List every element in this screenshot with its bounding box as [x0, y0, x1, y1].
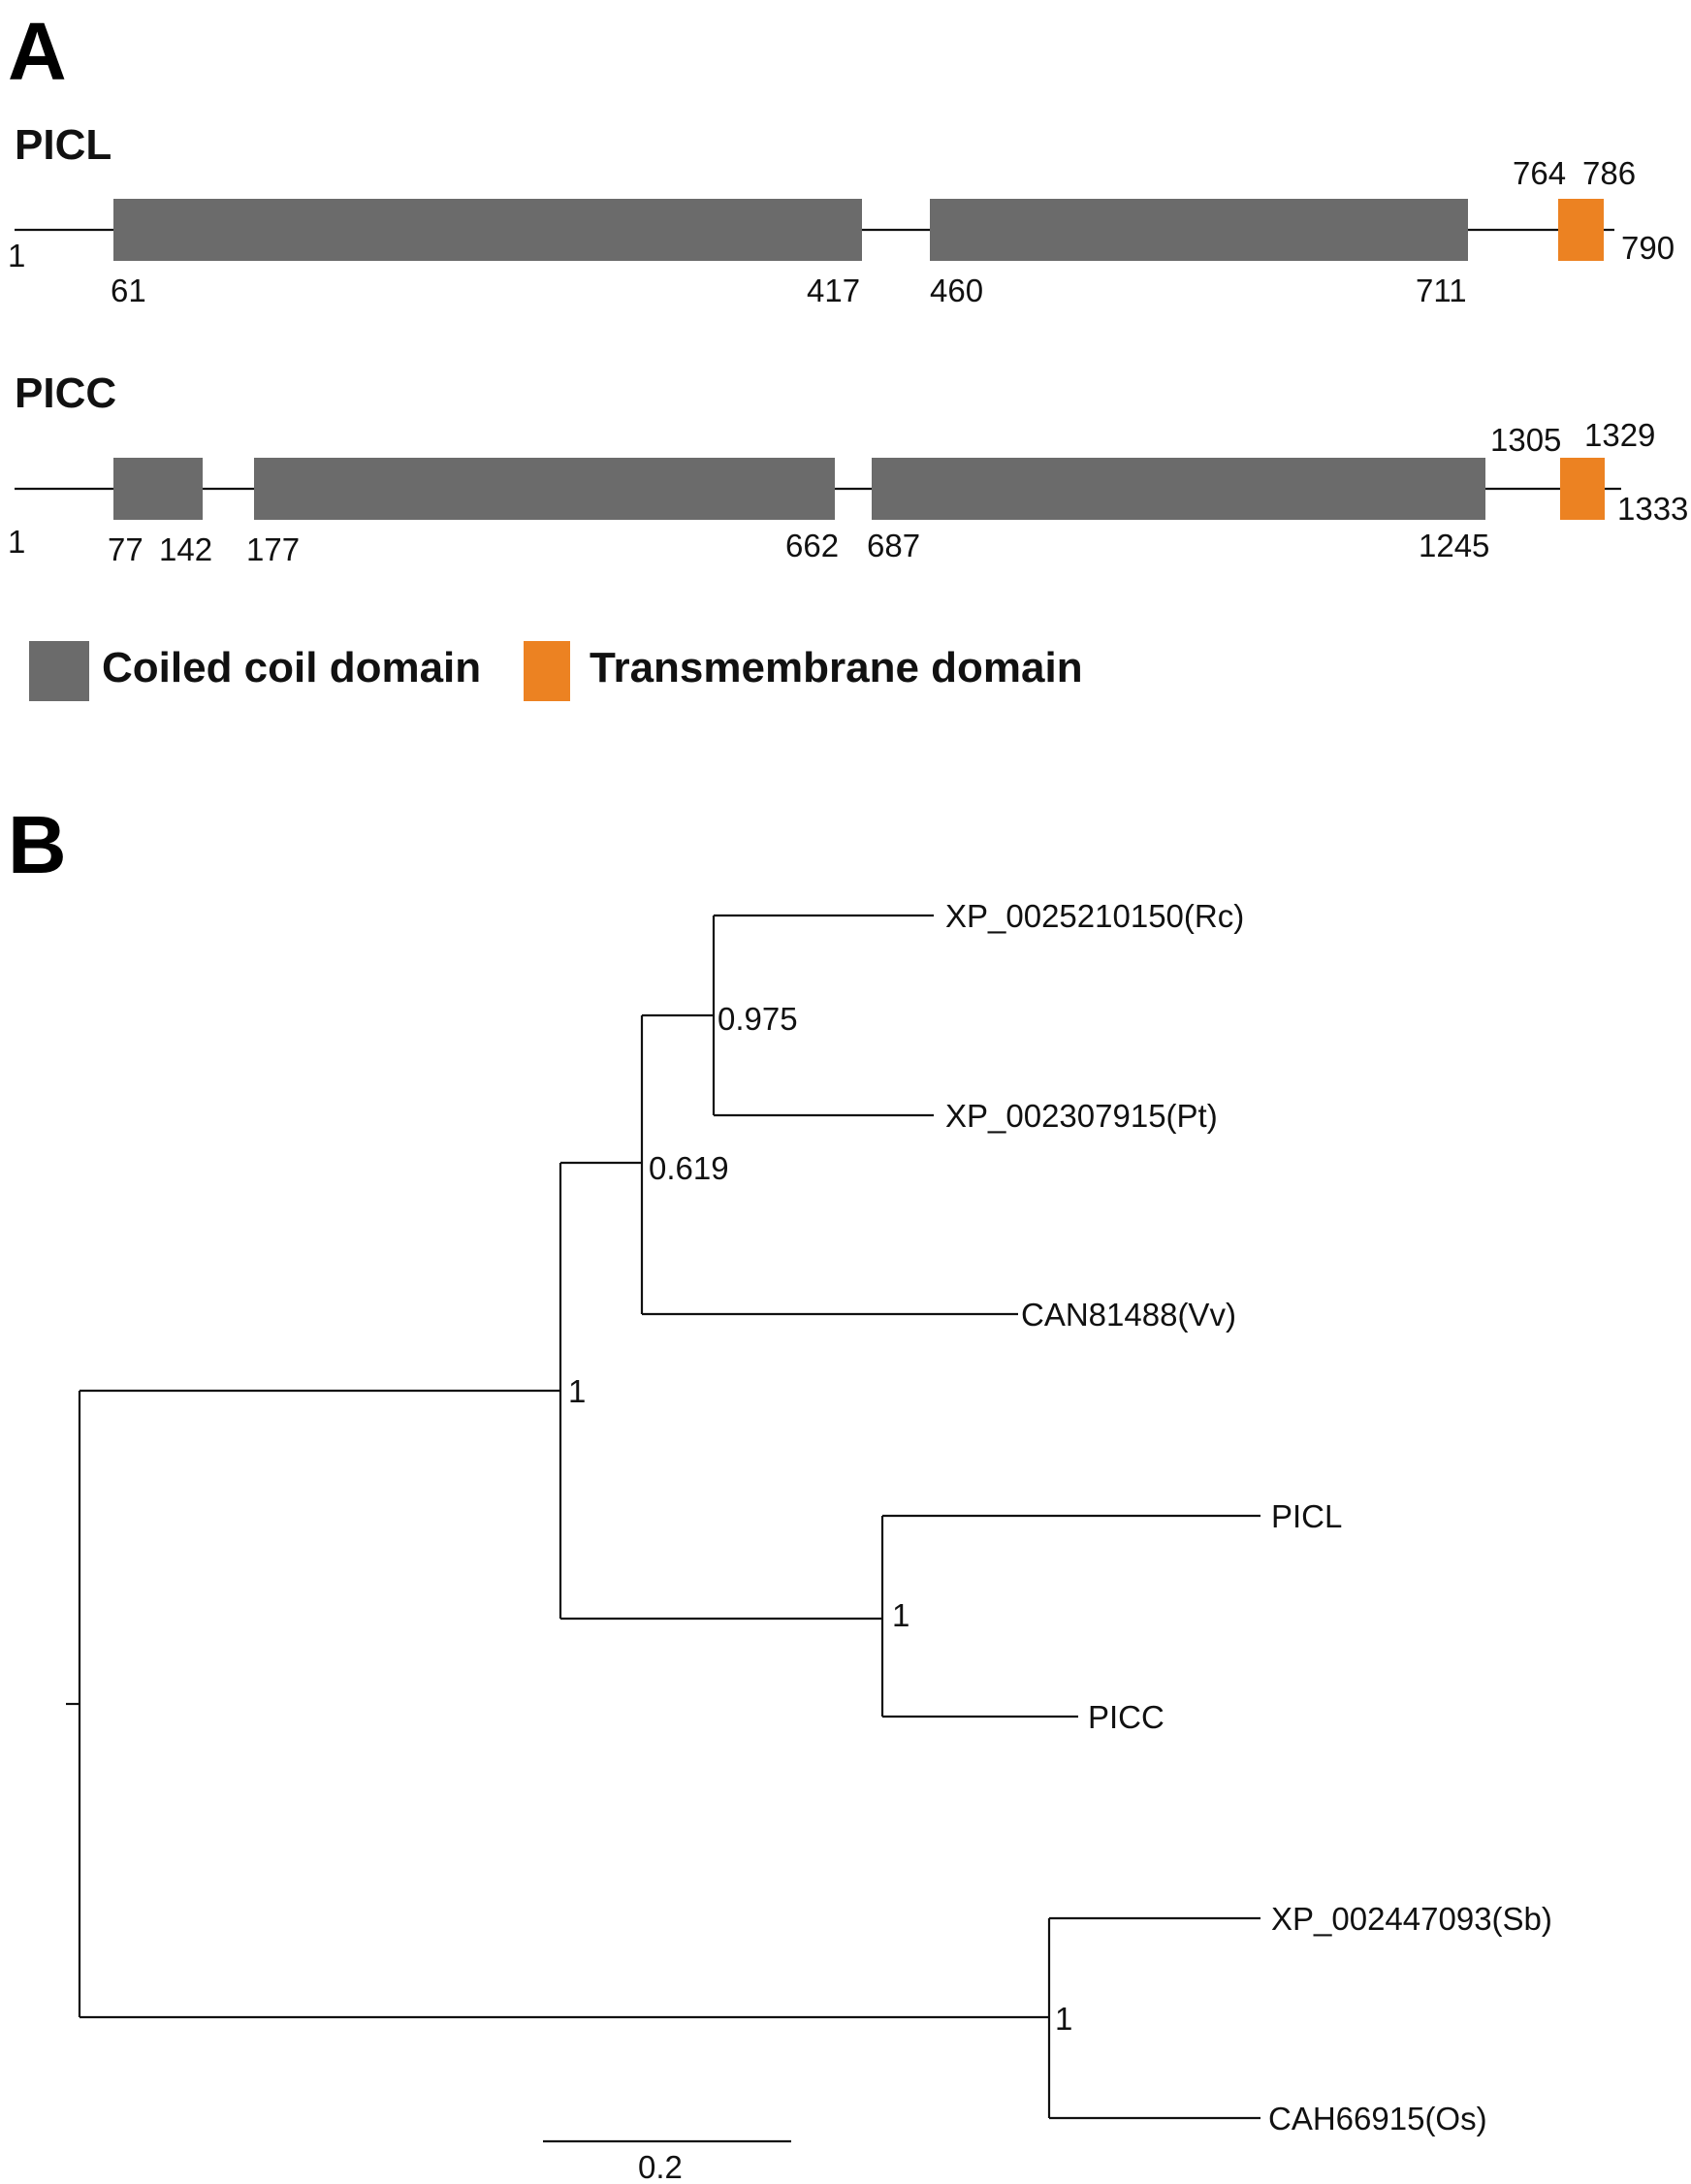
support-value: 1: [892, 1597, 909, 1633]
transmembrane-domain-picl: [1558, 199, 1604, 261]
scale-bar-label: 0.2: [638, 2149, 683, 2184]
legend-swatch-coiled-coil: [29, 641, 89, 701]
panel-a: A PICL 1 61 417 460 711 764 786 790 PICC…: [8, 6, 1688, 701]
leaf-label: CAH66915(Os): [1268, 2101, 1487, 2136]
phylogenetic-tree: XP_0025210150(Rc) XP_002307915(Pt) CAN81…: [66, 898, 1552, 2136]
position-label: 662: [785, 528, 839, 563]
coiled-coil-domain-picc-1: [113, 458, 203, 520]
leaf-label: PICC: [1088, 1699, 1165, 1735]
protein-name-picc: PICC: [15, 369, 116, 417]
protein-picc: PICC 1 77 142 177 662 687 1245 1305 1329…: [8, 369, 1688, 567]
support-value: 0.975: [718, 1001, 798, 1037]
transmembrane-domain-picc: [1560, 458, 1605, 520]
position-label: 687: [867, 528, 920, 563]
leaf-label: XP_002307915(Pt): [945, 1098, 1218, 1134]
position-label: 790: [1621, 230, 1675, 266]
position-label: 1: [8, 238, 25, 273]
leaf-label: PICL: [1271, 1498, 1342, 1534]
position-label: 1: [8, 524, 25, 560]
panel-b-letter: B: [8, 799, 67, 890]
leaf-label: XP_002447093(Sb): [1271, 1901, 1552, 1937]
panel-b: B: [8, 799, 1552, 2184]
position-label: 1329: [1584, 417, 1655, 453]
scale-bar: 0.2: [543, 2139, 791, 2184]
position-label: 460: [930, 273, 983, 308]
position-label: 786: [1582, 155, 1636, 191]
coiled-coil-domain-picc-3: [872, 458, 1485, 520]
legend-label-coiled-coil: Coiled coil domain: [102, 644, 481, 691]
support-value: 1: [1055, 2001, 1072, 2037]
position-label: 711: [1416, 273, 1467, 308]
position-label: 77: [108, 531, 144, 567]
panel-a-letter: A: [8, 6, 67, 97]
legend-label-transmembrane: Transmembrane domain: [590, 644, 1083, 691]
support-value: 1: [568, 1373, 586, 1409]
position-label: 61: [111, 273, 146, 308]
protein-name-picl: PICL: [15, 121, 112, 169]
position-label: 177: [246, 531, 300, 567]
position-label: 417: [807, 273, 860, 308]
position-label: 142: [159, 531, 212, 567]
coiled-coil-domain-picc-2: [254, 458, 835, 520]
coiled-coil-domain-picl-2: [930, 199, 1468, 261]
coiled-coil-domain-picl-1: [113, 199, 862, 261]
legend: Coiled coil domain Transmembrane domain: [29, 641, 1083, 701]
protein-picl: PICL 1 61 417 460 711 764 786 790: [8, 121, 1675, 308]
legend-swatch-transmembrane: [524, 641, 570, 701]
leaf-label: XP_0025210150(Rc): [945, 898, 1244, 934]
leaf-label: CAN81488(Vv): [1021, 1297, 1236, 1333]
position-label: 764: [1513, 155, 1566, 191]
position-label: 1245: [1419, 528, 1489, 563]
position-label: 1333: [1617, 491, 1688, 527]
position-label: 1305: [1490, 422, 1561, 458]
support-value: 0.619: [649, 1150, 729, 1186]
